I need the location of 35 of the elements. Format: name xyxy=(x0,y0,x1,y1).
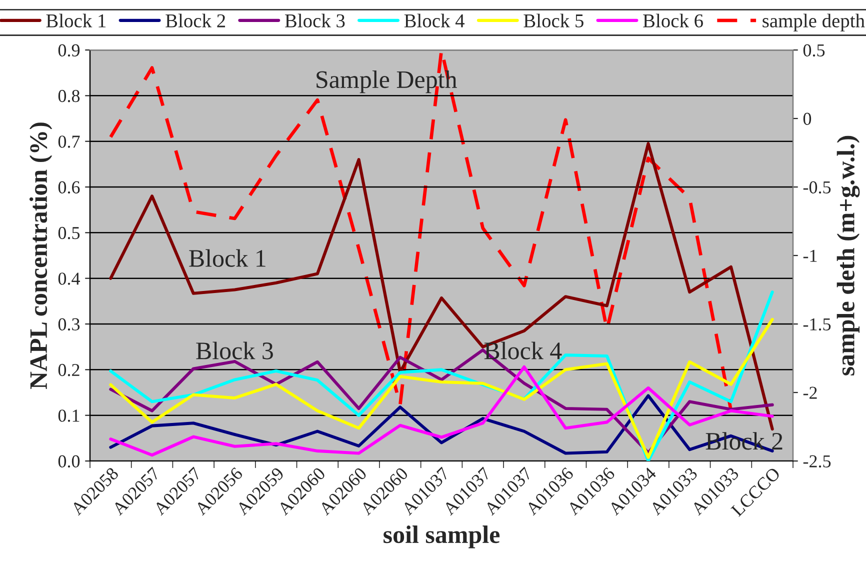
legend-label: Block 4 xyxy=(404,14,465,28)
legend-label: Block 3 xyxy=(284,14,345,28)
y2-tick-label: -2 xyxy=(803,386,817,399)
legend-label: Block 1 xyxy=(46,14,106,28)
y-tick-label: 0.1 xyxy=(58,410,80,422)
y2-tick-label: 0.5 xyxy=(803,44,825,57)
y2-axis-title: sample deth (m+g.w.l.) xyxy=(836,136,860,376)
legend-label: Block 6 xyxy=(643,14,703,28)
y-tick-label: 0.3 xyxy=(58,318,80,331)
y-tick-label: 0.0 xyxy=(58,455,80,468)
y2-tick-label: -2.5 xyxy=(803,455,831,468)
y-axis-title: NAPL concentration (%) xyxy=(29,122,52,390)
y-tick-label: 0.7 xyxy=(58,136,80,148)
annotation: Block 4 xyxy=(484,342,562,360)
y-tick-label: 0.6 xyxy=(58,181,80,194)
y2-tick-label: 0 xyxy=(803,112,812,125)
y2-tick-label: -1.5 xyxy=(803,318,831,331)
line-series xyxy=(109,318,774,459)
line-series xyxy=(109,365,774,457)
y-tick-label: 0.8 xyxy=(58,90,80,102)
legend-label: Block 2 xyxy=(166,14,226,28)
y-tick-label: 0.4 xyxy=(58,272,80,285)
line-series xyxy=(109,394,774,455)
line-series xyxy=(109,142,774,431)
annotation: Sample Depth xyxy=(316,70,457,94)
annotation: Block 3 xyxy=(196,342,273,360)
y-tick-label: 0.2 xyxy=(58,364,80,376)
legend-label: sample depth xyxy=(762,14,865,32)
annotation: Block 1 xyxy=(189,249,266,267)
y-tick-label: 0.5 xyxy=(58,226,80,240)
y2-tick-label: -0.5 xyxy=(803,181,831,194)
legend-label: Block 5 xyxy=(524,14,584,28)
x-axis-title: soil sample xyxy=(384,526,500,548)
y-tick-label: 0.9 xyxy=(58,44,80,57)
y2-tick-label: -1 xyxy=(803,250,817,262)
